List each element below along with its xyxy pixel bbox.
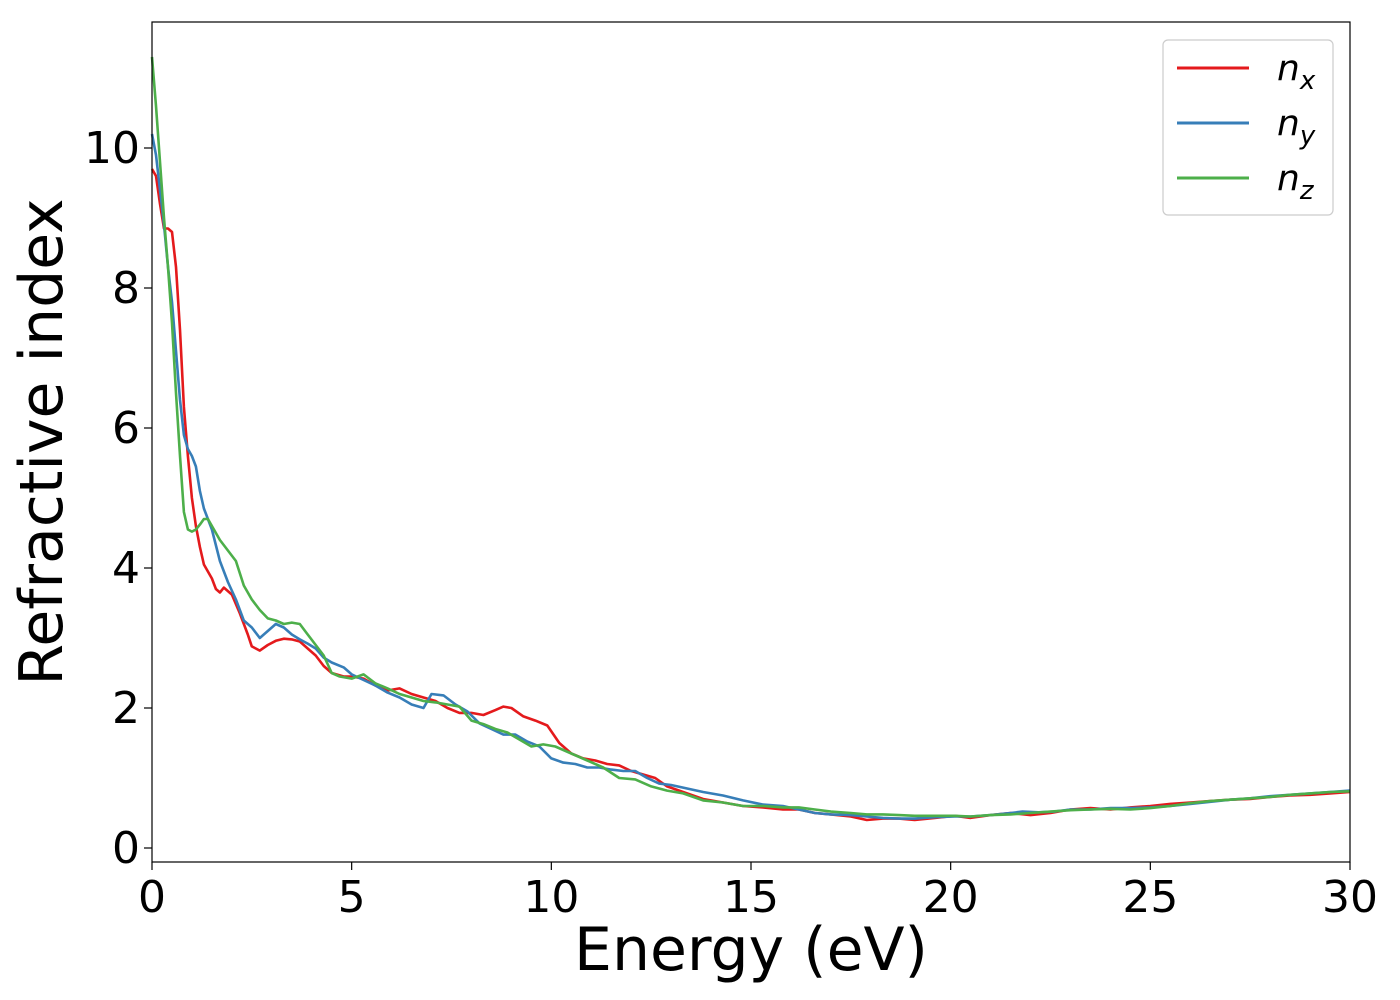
series-layer [150,56,1351,822]
x-tick-label: 0 [138,872,166,923]
x-tick-label: 25 [1122,872,1178,923]
series-line-z [150,56,1351,818]
x-tick-label: 30 [1322,872,1378,923]
legend-label-subscript: z [1299,176,1315,206]
y-tick-label: 6 [112,403,140,454]
y-tick-label: 2 [112,683,140,734]
x-axis: 0 5 10 15 20 25 30 [138,862,1378,923]
series-line-y [150,133,1351,820]
legend-label-z: nz [1277,158,1315,206]
y-tick-label: 0 [112,823,140,874]
legend-label-main: n [1277,48,1300,89]
x-tick-label: 10 [523,872,579,923]
x-tick-label: 5 [338,872,366,923]
x-tick-label: 15 [723,872,779,923]
x-tick-label: 20 [923,872,979,923]
legend-box [1162,39,1334,216]
y-axis: 0 2 4 6 8 10 [84,123,152,874]
y-tick-label: 10 [84,123,140,174]
legend-label-subscript: x [1299,66,1316,96]
y-tick-label: 8 [112,263,140,314]
legend-label-subscript: y [1299,121,1316,151]
series-line-x [150,168,1351,822]
legend-label-main: n [1277,158,1300,199]
legend-label-x: nx [1277,48,1316,96]
y-axis-label: Refractive index [7,198,77,685]
x-axis-label: Energy (eV) [574,915,928,985]
y-tick-label: 4 [112,543,140,594]
legend-label-main: n [1277,103,1300,144]
legend-label-y: ny [1277,103,1316,151]
